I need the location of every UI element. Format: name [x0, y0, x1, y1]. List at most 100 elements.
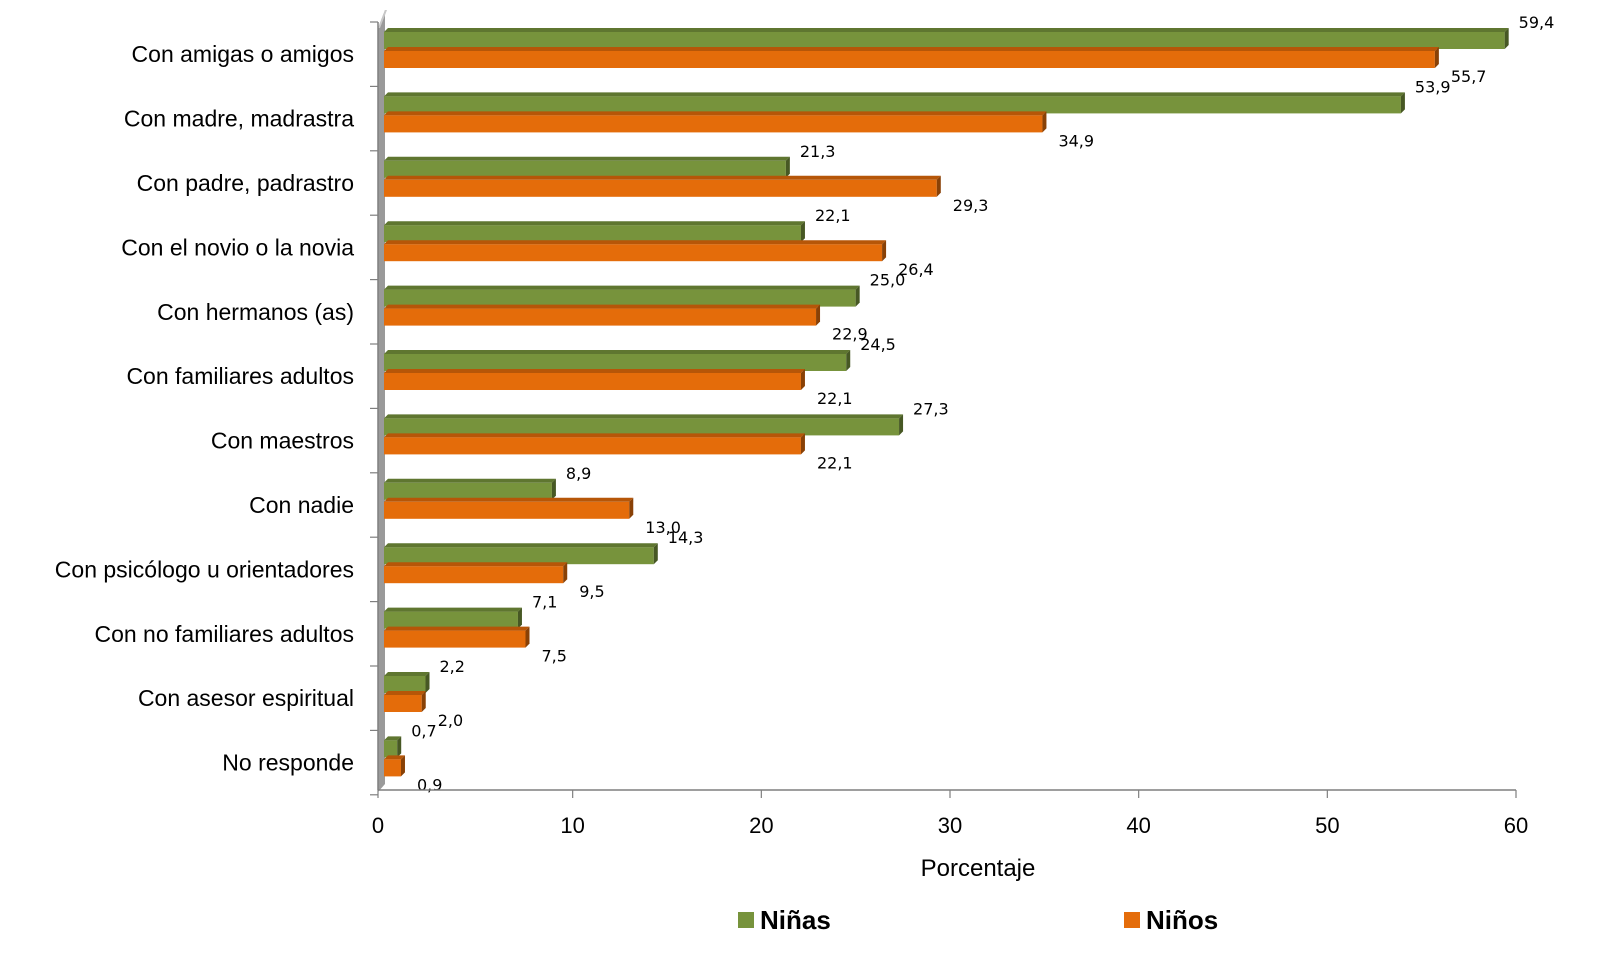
bar-top [384, 221, 805, 226]
bar-top [384, 240, 887, 245]
data-label-ninas-no-responde: 0,7 [411, 721, 436, 740]
bar-face [384, 418, 900, 436]
data-label-ninos-con-familiares-adultos: 22,1 [817, 389, 853, 408]
bar-top [384, 607, 522, 612]
bar-ninos-con-maestros [384, 433, 805, 455]
bars-group: 59,4 55,753,9 34,9 21,3 29,3 22,1 26,425,0 22,9… [384, 13, 1554, 794]
legend-swatch-ninas [738, 912, 754, 928]
bar-side [629, 497, 634, 519]
bar-ninas-no-responde [384, 736, 402, 758]
legend-swatch-ninos [1124, 912, 1140, 928]
bar-top [384, 92, 1405, 97]
bar-ninas-con-nadie [384, 478, 556, 500]
bar-side [800, 221, 805, 243]
bar-ninos-con-padre-padrastro [384, 175, 941, 197]
bar-ninos-no-responde [384, 755, 405, 777]
bar-top [384, 691, 426, 695]
bar-face [384, 225, 801, 243]
data-label-ninas-con-el-novio-o-la-novia: 22,1 [815, 206, 851, 225]
data-label-ninos-con-el-novio-o-la-novia: 26,4 [898, 260, 934, 279]
category-label-con-nadie: Con nadie [249, 492, 354, 518]
bar-side [525, 626, 530, 648]
bar-face [384, 179, 937, 197]
bar-face [384, 695, 422, 712]
data-label-ninas-con-amigas-o-amigos: 59,4 [1519, 13, 1555, 32]
bar-ninos-con-asesor-espiritual [384, 691, 426, 712]
bar-face [384, 759, 401, 777]
bar-side [1042, 111, 1047, 133]
bar-ninos-con-madre-madrastra [384, 111, 1047, 133]
data-label-ninos-con-amigas-o-amigos: 55,7 [1451, 67, 1487, 86]
category-label-no-responde: No responde [222, 750, 354, 776]
bar-side [563, 562, 568, 584]
data-label-ninos-con-maestros: 22,1 [817, 453, 853, 472]
bar-side [421, 691, 426, 712]
category-label-con-familiares-adultos: Con familiares adultos [126, 363, 354, 389]
data-label-ninas-con-no-familiares-adultos: 7,1 [532, 593, 557, 612]
bar-ninos-con-hermanos-as [384, 304, 821, 326]
bar-face [384, 51, 1435, 68]
bar-top [384, 497, 634, 502]
bar-face [384, 566, 564, 584]
data-label-ninas-con-hermanos-as: 25,0 [870, 271, 906, 290]
bar-face [384, 244, 883, 262]
category-label-con-el-novio-o-la-novia: Con el novio o la novia [121, 234, 354, 260]
bar-ninas-con-familiares-adultos [384, 350, 851, 371]
bar-side [800, 433, 805, 455]
bar-face [384, 354, 847, 371]
data-label-ninos-con-nadie: 13,0 [645, 518, 681, 537]
bar-side [425, 672, 430, 693]
bar-face [384, 373, 801, 390]
bar-top [384, 414, 904, 419]
bar-ninos-con-amigas-o-amigos [384, 47, 1439, 68]
category-labels: Con amigas o amigos Con madre, madrastra C… [55, 41, 354, 775]
x-tick-label: 40 [1126, 813, 1150, 838]
bar-top [384, 47, 1439, 51]
data-label-ninos-con-asesor-espiritual: 2,0 [438, 711, 463, 730]
bar-face [384, 160, 786, 178]
x-tick-label: 10 [560, 813, 584, 838]
bar-top [384, 175, 941, 180]
bar-face [384, 740, 398, 758]
bar-top [384, 369, 805, 373]
bar-side [800, 369, 805, 390]
bar-side [785, 156, 790, 178]
axis-wall-top [378, 10, 387, 28]
bar-face [384, 308, 817, 326]
category-label-con-hermanos-as: Con hermanos (as) [157, 299, 354, 325]
category-label-con-madre-madrastra: Con madre, madrastra [124, 106, 354, 132]
x-tick-label: 30 [938, 813, 962, 838]
data-label-ninas-con-padre-padrastro: 21,3 [800, 142, 836, 161]
bar-top [384, 433, 805, 438]
bar-top [384, 562, 568, 567]
bar-face [384, 501, 630, 519]
bar-top [384, 672, 430, 676]
data-label-ninos-con-no-familiares-adultos: 7,5 [542, 647, 567, 666]
data-label-ninos-no-responde: 0,9 [417, 775, 442, 794]
bar-side [551, 478, 556, 500]
bar-ninos-con-el-novio-o-la-novia [384, 240, 887, 262]
bar-top [384, 478, 556, 483]
bar-side [1434, 47, 1439, 68]
bar-face [384, 482, 552, 500]
bar-ninas-con-amigas-o-amigos [384, 28, 1509, 49]
bar-ninas-con-hermanos-as [384, 285, 860, 307]
bar-face [384, 32, 1505, 49]
bar-face [384, 630, 526, 648]
bar-top [384, 304, 821, 309]
bar-side [397, 736, 402, 758]
data-label-ninas-con-psicologo-u-orientadores: 14,3 [668, 528, 704, 547]
x-tick-label: 50 [1315, 813, 1339, 838]
data-label-ninas-con-nadie: 8,9 [566, 464, 591, 483]
bar-side [846, 350, 851, 371]
data-label-ninos-con-hermanos-as: 22,9 [832, 325, 868, 344]
bar-side [1400, 92, 1405, 114]
bar-ninos-con-psicologo-u-orientadores [384, 562, 568, 584]
bar-face [384, 289, 856, 307]
bar-top [384, 28, 1509, 32]
bar-ninas-con-el-novio-o-la-novia [384, 221, 805, 243]
legend: Niñas Niños [738, 905, 1218, 935]
data-label-ninos-con-padre-padrastro: 29,3 [953, 196, 989, 215]
bar-face [384, 437, 801, 455]
bar-ninas-con-psicologo-u-orientadores [384, 543, 658, 565]
